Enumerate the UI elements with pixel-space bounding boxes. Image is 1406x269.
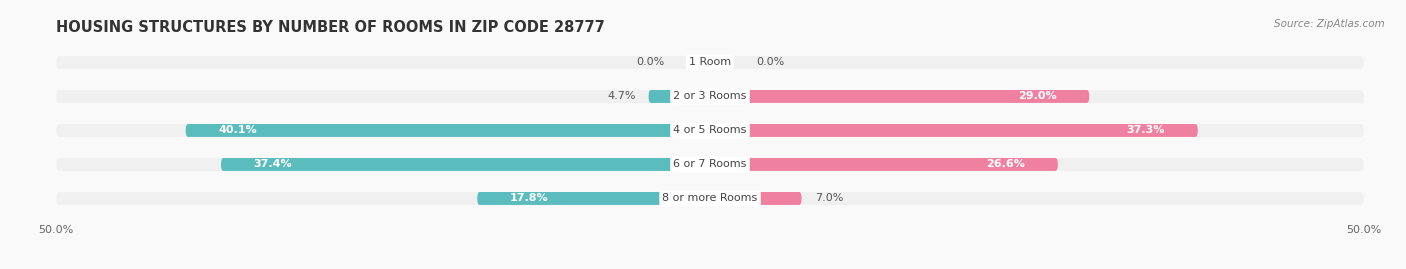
FancyBboxPatch shape	[648, 90, 710, 103]
Text: Source: ZipAtlas.com: Source: ZipAtlas.com	[1274, 19, 1385, 29]
FancyBboxPatch shape	[56, 90, 1364, 103]
Text: 2 or 3 Rooms: 2 or 3 Rooms	[673, 91, 747, 101]
FancyBboxPatch shape	[56, 158, 1364, 171]
FancyBboxPatch shape	[710, 192, 801, 205]
Text: HOUSING STRUCTURES BY NUMBER OF ROOMS IN ZIP CODE 28777: HOUSING STRUCTURES BY NUMBER OF ROOMS IN…	[56, 20, 605, 35]
Text: 29.0%: 29.0%	[1018, 91, 1056, 101]
FancyBboxPatch shape	[221, 158, 710, 171]
Text: 4.7%: 4.7%	[607, 91, 636, 101]
Text: 8 or more Rooms: 8 or more Rooms	[662, 193, 758, 203]
Text: 7.0%: 7.0%	[814, 193, 844, 203]
FancyBboxPatch shape	[710, 124, 1198, 137]
Text: 26.6%: 26.6%	[986, 160, 1025, 169]
FancyBboxPatch shape	[710, 90, 1090, 103]
Text: 0.0%: 0.0%	[756, 58, 785, 68]
Text: 40.1%: 40.1%	[218, 125, 257, 136]
FancyBboxPatch shape	[56, 192, 1364, 205]
FancyBboxPatch shape	[477, 192, 710, 205]
Text: 1 Room: 1 Room	[689, 58, 731, 68]
Text: 37.3%: 37.3%	[1126, 125, 1166, 136]
FancyBboxPatch shape	[56, 124, 1364, 137]
Text: 4 or 5 Rooms: 4 or 5 Rooms	[673, 125, 747, 136]
Text: 6 or 7 Rooms: 6 or 7 Rooms	[673, 160, 747, 169]
Text: 0.0%: 0.0%	[636, 58, 664, 68]
Text: 37.4%: 37.4%	[253, 160, 292, 169]
Text: 17.8%: 17.8%	[510, 193, 548, 203]
FancyBboxPatch shape	[710, 158, 1057, 171]
FancyBboxPatch shape	[186, 124, 710, 137]
FancyBboxPatch shape	[56, 56, 1364, 69]
